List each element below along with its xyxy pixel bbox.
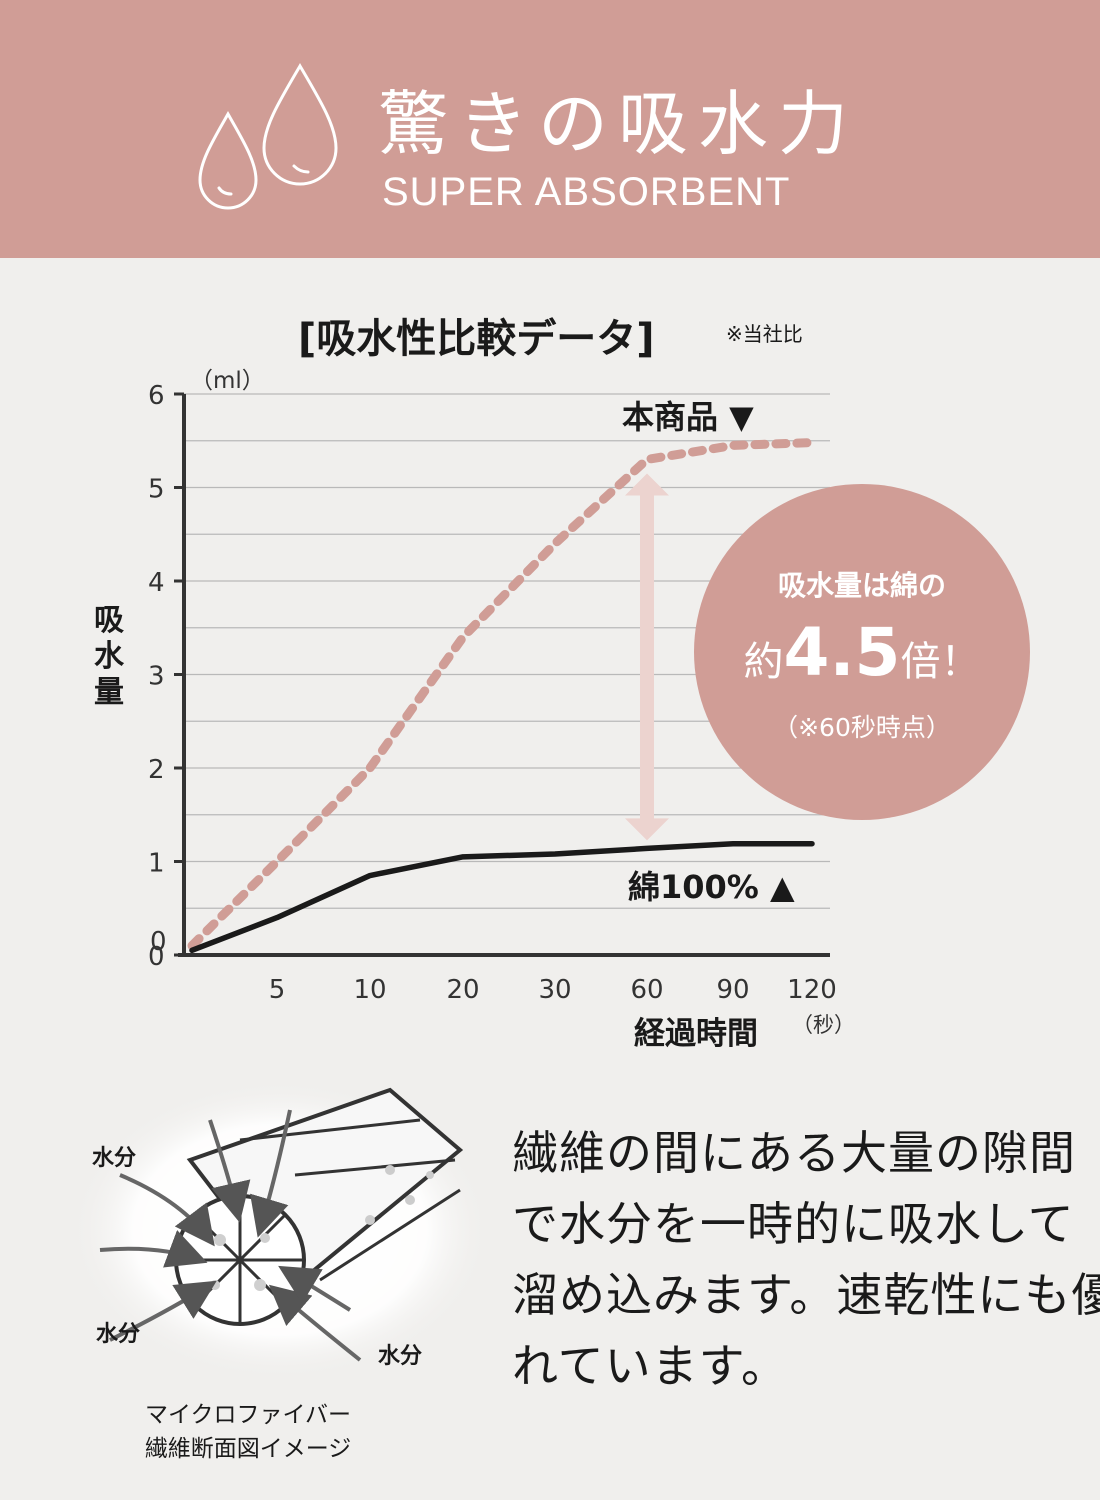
x-tick-label: 5 bbox=[269, 975, 286, 1005]
x-tick-label: 120 bbox=[787, 975, 837, 1005]
water-label-1: 水分 bbox=[92, 1146, 137, 1171]
water-label-2: 水分 bbox=[96, 1322, 141, 1347]
water-label-3: 水分 bbox=[378, 1344, 423, 1369]
description-line: 繊維の間にある大量の隙間 bbox=[512, 1126, 1076, 1180]
water-drop-icon bbox=[198, 63, 338, 210]
x-axis-title: 経過時間 bbox=[634, 1016, 758, 1052]
y-tick-label: 3 bbox=[148, 662, 165, 692]
chart-title: [吸水性比較データ] bbox=[298, 316, 655, 362]
y-axis-title-char: 量 bbox=[94, 675, 124, 710]
header-banner: 驚きの吸水力 SUPER ABSORBENT bbox=[0, 0, 1100, 258]
callout-number: 4.5 bbox=[783, 614, 901, 691]
fiber-caption: マイクロファイバー 繊維断面図イメージ bbox=[118, 1398, 378, 1466]
y-tick-label: 0 bbox=[148, 942, 165, 972]
y-axis-title-char: 水 bbox=[94, 639, 125, 674]
description-line: 溜め込みます。速乾性にも優 bbox=[512, 1268, 1100, 1322]
x-tick-label: 30 bbox=[538, 975, 571, 1005]
x-tick-label: 20 bbox=[446, 975, 479, 1005]
fiber-caption-line2: 繊維断面図イメージ bbox=[144, 1436, 352, 1462]
comparison-arrow-head-top bbox=[625, 473, 669, 496]
description-text: 繊維の間にある大量の隙間 で水分を一時的に吸水して 溜め込みます。速乾性にも優 … bbox=[512, 1118, 1100, 1402]
series-line-cotton bbox=[189, 840, 815, 954]
y-tick-label: 5 bbox=[148, 475, 165, 505]
description-line: れています。 bbox=[512, 1339, 789, 1393]
y-axis-title-char: 吸 bbox=[94, 603, 124, 638]
y-tick-label: 4 bbox=[148, 568, 165, 598]
comparison-arrow-head-bottom bbox=[625, 818, 669, 841]
series-label-cotton: 綿100% ▲ bbox=[628, 868, 795, 906]
comparison-arrow-shaft bbox=[640, 491, 654, 823]
x-tick-label: 90 bbox=[716, 975, 749, 1005]
callout-suffix: 倍！ bbox=[900, 639, 981, 685]
y-tick-label: 1 bbox=[148, 849, 165, 879]
y-tick-label: 2 bbox=[148, 755, 165, 785]
x-tick-label: 60 bbox=[630, 975, 663, 1005]
series-line-product bbox=[187, 438, 817, 951]
series-label-product: 本商品 ▼ bbox=[622, 398, 754, 436]
callout-note: （※60秒時点） bbox=[773, 713, 951, 742]
absorption-chart: 0 1 2 3 4 5 6 （ml） 吸水量 5 10 20 30 60 90 120 0 経過時間 （秒） 本商品 … bbox=[94, 368, 855, 1052]
callout-bubble: 吸水量は綿の 約4.5倍！ （※60秒時点） bbox=[694, 484, 1030, 820]
page-title: 驚きの吸水力 bbox=[378, 83, 858, 165]
y-unit-label: （ml） bbox=[190, 368, 265, 394]
fiber-caption-line1: マイクロファイバー bbox=[144, 1402, 352, 1428]
origin-label: 0 bbox=[150, 927, 167, 957]
y-tick-label: 6 bbox=[148, 381, 165, 411]
microfiber-cross-section-illustration bbox=[70, 1080, 480, 1380]
chart-note: ※当社比 bbox=[726, 322, 803, 346]
description-line: で水分を一時的に吸水して bbox=[512, 1197, 1075, 1251]
callout-ratio: 約4.5倍！ bbox=[694, 614, 1030, 691]
x-tick-label: 10 bbox=[353, 975, 386, 1005]
callout-prefix: 約 bbox=[743, 639, 784, 685]
page-subtitle: SUPER ABSORBENT bbox=[382, 170, 791, 214]
x-unit-label: （秒） bbox=[792, 1013, 855, 1037]
callout-line1: 吸水量は綿の bbox=[777, 569, 946, 602]
